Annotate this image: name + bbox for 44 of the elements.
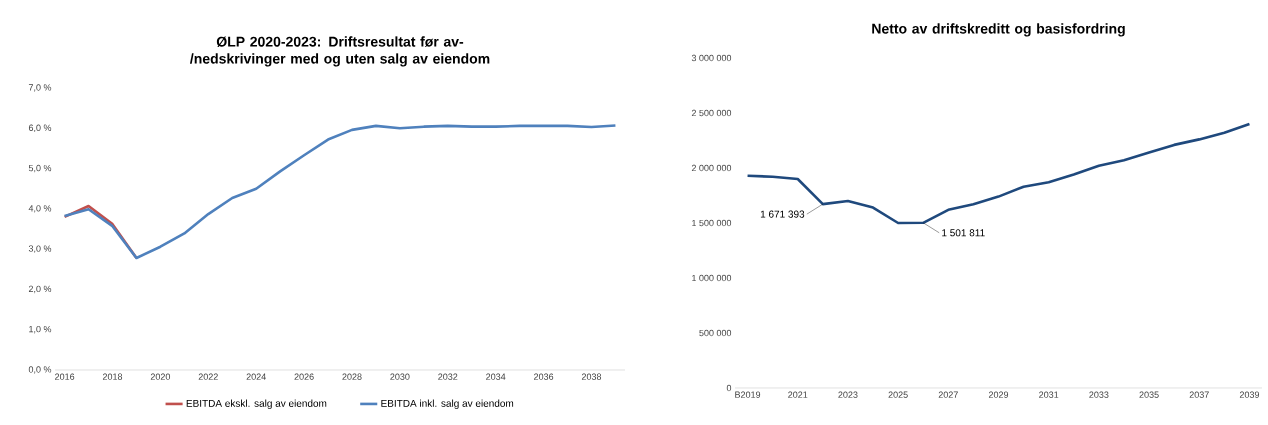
y-tick-label: 2,0 % xyxy=(28,285,52,294)
x-tick-label: 2038 xyxy=(581,373,602,380)
y-tick-label: 0 xyxy=(726,384,732,392)
chart-title: Netto av driftskreditt og basisfordring xyxy=(872,23,1125,37)
data-label: 1 671 393 xyxy=(760,210,805,218)
y-tick-label: 2 500 000 xyxy=(691,109,732,117)
x-tick-label: 2023 xyxy=(838,391,858,398)
x-tick-label: 2036 xyxy=(534,373,554,380)
x-tick-label: 2030 xyxy=(390,373,410,380)
x-tick-label: B2019 xyxy=(735,391,761,398)
y-tick-label: 1 000 000 xyxy=(692,274,732,282)
x-tick-label: 2027 xyxy=(938,391,958,398)
x-tick-label: 2039 xyxy=(1239,391,1260,398)
x-tick-label: 2034 xyxy=(486,373,506,380)
y-tick-label: 1,0 % xyxy=(29,325,52,334)
y-tick-label: 3 000 000 xyxy=(691,54,732,62)
x-tick-label: 2022 xyxy=(198,373,218,380)
x-tick-label: 2033 xyxy=(1089,391,1109,398)
x-tick-label: 2031 xyxy=(1039,391,1059,398)
y-tick-label: 6,0 % xyxy=(28,124,52,132)
y-tick-label: 5,0 % xyxy=(28,164,52,173)
y-tick-label: 0,0 % xyxy=(28,366,52,374)
y-tick-label: 1 500 000 xyxy=(692,219,732,227)
x-tick-label: 2020 xyxy=(150,373,171,380)
x-tick-label: 2021 xyxy=(788,391,808,398)
y-tick-label: 7,0 % xyxy=(28,84,52,92)
x-tick-label: 2026 xyxy=(294,373,314,380)
x-tick-label: 2029 xyxy=(988,391,1009,398)
x-tick-label: 2024 xyxy=(246,373,266,380)
legend-label: EBITDA inkl. salg av eiendom xyxy=(381,399,514,409)
x-tick-label: 2032 xyxy=(438,373,458,380)
data-label: 1 501 811 xyxy=(942,229,985,237)
y-tick-label: 3,0 % xyxy=(28,245,52,253)
x-tick-label: 2037 xyxy=(1189,391,1209,398)
chart-title: ØLP 2020-2023: Driftsresultat før av-/nedskrivinger med og uten salg av eiendom xyxy=(190,36,490,67)
x-tick-label: 2025 xyxy=(888,391,908,398)
y-tick-label: 500 000 xyxy=(699,329,732,337)
legend-label: EBITDA ekskl. salg av eiendom xyxy=(186,399,327,409)
x-tick-label: 2016 xyxy=(55,373,75,380)
y-tick-label: 2 000 000 xyxy=(691,164,732,172)
x-tick-label: 2028 xyxy=(342,373,362,380)
y-tick-label: 4,0 % xyxy=(28,205,52,213)
x-tick-label: 2035 xyxy=(1139,391,1159,398)
x-tick-label: 2018 xyxy=(102,373,123,380)
